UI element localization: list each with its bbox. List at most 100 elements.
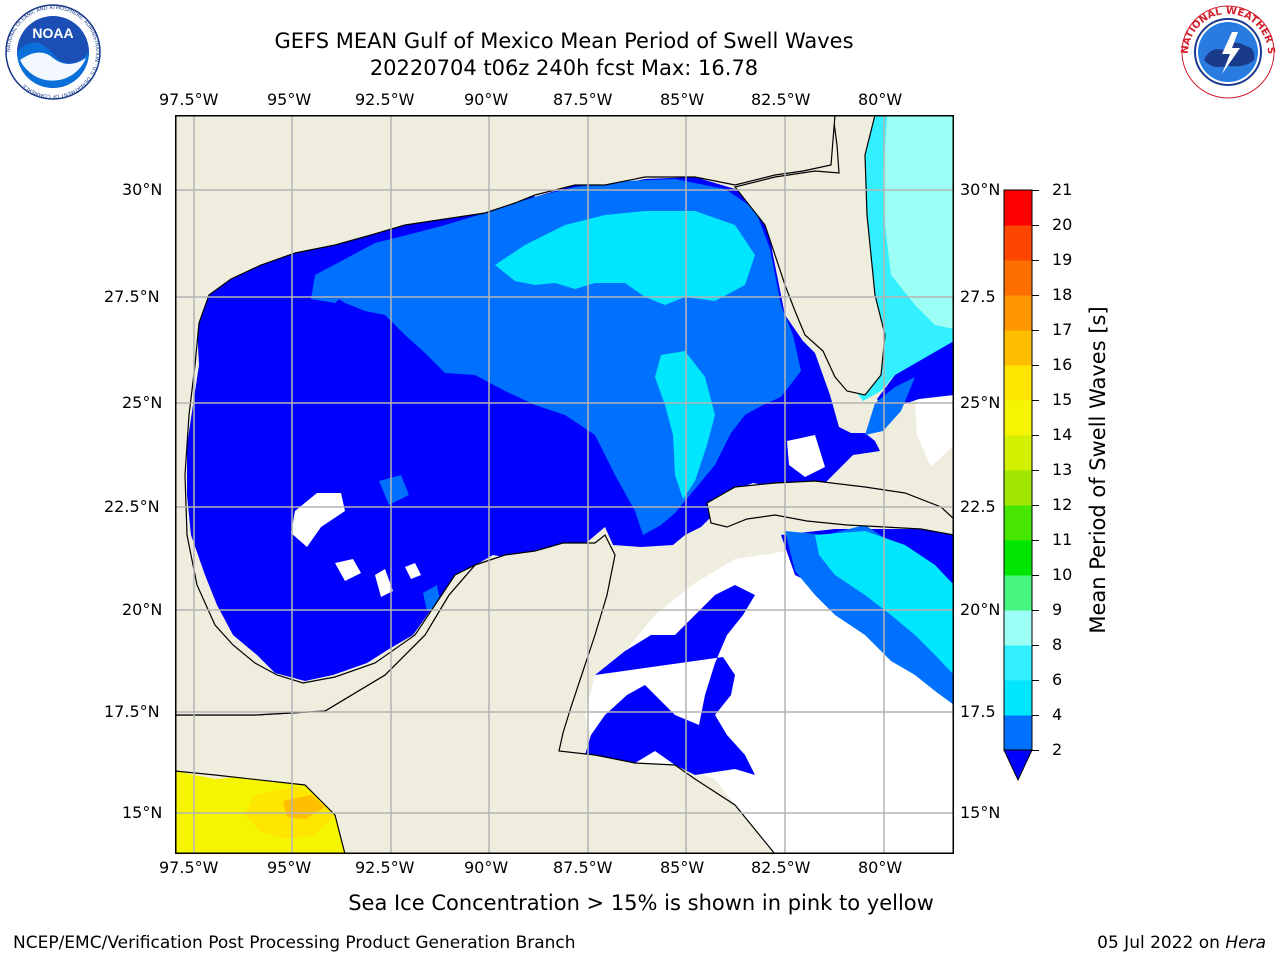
sea-ice-note-text: Sea Ice Concentration > 15% is shown in … — [348, 891, 934, 915]
colorbar-tick-mark — [1032, 189, 1039, 191]
colorbar-tick-label: 19 — [1052, 250, 1073, 269]
colorbar — [1003, 189, 1033, 782]
colorbar-tick-mark — [1032, 644, 1039, 646]
colorbar-tick-label: 13 — [1052, 460, 1073, 479]
lon-tick-bottom: 92.5°W — [355, 858, 415, 877]
lat-tick-left: 25°N — [122, 393, 163, 412]
colorbar-segment — [1004, 260, 1032, 296]
lon-tick-bottom: 97.5°W — [159, 858, 219, 877]
lon-tick-bottom: 82.5°W — [751, 858, 811, 877]
lon-tick-bottom: 90°W — [464, 858, 509, 877]
lat-tick-right: 17.5 — [960, 702, 996, 721]
atlantic-field-4-6s — [865, 377, 915, 435]
colorbar-tick-mark — [1032, 329, 1039, 331]
noaa-logo: NOAA NATIONAL OCEANIC AND ATMOSPHERIC AD… — [5, 4, 101, 100]
colorbar-tick-label: 10 — [1052, 565, 1073, 584]
lat-tick-left: 22.5°N — [104, 497, 160, 516]
colorbar-tick-label: 18 — [1052, 285, 1073, 304]
gulf-field-6-8s — [495, 211, 755, 305]
colorbar-tick-label: 20 — [1052, 215, 1073, 234]
colorbar-tick-mark — [1032, 504, 1039, 506]
colorbar-tick-mark — [1032, 574, 1039, 576]
lon-tick-bottom: 95°W — [267, 858, 312, 877]
gulf-blank-hole — [335, 559, 361, 581]
colorbar-segment — [1004, 575, 1032, 611]
colorbar-tick-label: 17 — [1052, 320, 1073, 339]
colorbar-segment — [1004, 365, 1032, 401]
gulf-blank-hole — [375, 569, 393, 597]
chart-subtitle: 20220704 t06z 240h fcst Max: 16.78 — [369, 56, 759, 80]
colorbar-tick-mark — [1032, 224, 1039, 226]
colorbar-segment — [1004, 190, 1032, 226]
lon-tick-top: 90°W — [464, 90, 509, 109]
credit-text: NCEP/EMC/Verification Post Processing Pr… — [13, 933, 576, 953]
noaa-logo-text: NOAA — [32, 25, 73, 41]
lon-tick-top: 85°W — [660, 90, 705, 109]
colorbar-label: Mean Period of Swell Waves [s] — [1086, 306, 1110, 634]
colorbar-tick-mark — [1032, 434, 1039, 436]
colorbar-tick-mark — [1032, 364, 1039, 366]
lat-tick-left: 20°N — [122, 600, 163, 619]
lat-tick-left: 30°N — [122, 180, 163, 199]
colorbar-segment — [1004, 295, 1032, 331]
lat-tick-left: 17.5°N — [104, 702, 160, 721]
lat-tick-right: 30°N — [960, 180, 1001, 199]
cuba-land — [706, 480, 954, 536]
lat-tick-right: 27.5 — [960, 287, 996, 306]
lon-tick-bottom: 87.5°W — [553, 858, 613, 877]
colorbar-tick-mark — [1032, 294, 1039, 296]
lat-tick-right: 22.5 — [960, 497, 996, 516]
nws-logo: NATIONAL WEATHER SERVICE — [1176, 2, 1276, 99]
lon-tick-top: 95°W — [267, 90, 312, 109]
colorbar-tick-label: 21 — [1052, 180, 1073, 199]
colorbar-tick-mark — [1032, 609, 1039, 611]
sea-ice-note: Sea Ice Concentration > 15% is shown in … — [0, 891, 1280, 915]
colorbar-tick-mark — [1032, 539, 1039, 541]
caribbean-field-2-4s — [585, 585, 755, 775]
lon-tick-top: 80°W — [858, 90, 903, 109]
colorbar-tick-label: 11 — [1052, 530, 1073, 549]
lon-tick-bottom: 85°W — [660, 858, 705, 877]
colorbar-segment — [1004, 470, 1032, 506]
lon-tick-bottom: 80°W — [858, 858, 903, 877]
machine-name: Hera — [1225, 933, 1266, 953]
colorbar-segment — [1004, 610, 1032, 646]
lat-tick-right: 15°N — [960, 803, 1001, 822]
gulf-field-6-8s-tongue — [655, 351, 715, 499]
chart-title: GEFS MEAN Gulf of Mexico Mean Period of … — [274, 29, 854, 53]
lat-tick-right: 25°N — [960, 393, 1001, 412]
colorbar-tick-mark — [1032, 399, 1039, 401]
lat-tick-left: 15°N — [122, 803, 163, 822]
colorbar-tick-mark — [1032, 749, 1039, 751]
colorbar-tick-label: 15 — [1052, 390, 1073, 409]
colorbar-tick-mark — [1032, 469, 1039, 471]
colorbar-tick-label: 14 — [1052, 425, 1073, 444]
florida-land — [733, 115, 886, 396]
lon-tick-top: 92.5°W — [355, 90, 415, 109]
colorbar-segment — [1004, 330, 1032, 366]
colorbar-tick-mark — [1032, 679, 1039, 681]
caribbean-blank-hole — [787, 435, 825, 477]
colorbar-segment — [1004, 435, 1032, 471]
colorbar-segment — [1004, 540, 1032, 576]
gulf-patch-sw — [379, 475, 409, 505]
lat-tick-right: 20°N — [960, 600, 1001, 619]
gulf-blank-hole — [405, 563, 421, 579]
lat-tick-left: 27.5°N — [104, 287, 160, 306]
us-gulf-coast-land — [175, 115, 836, 716]
colorbar-segment — [1004, 400, 1032, 436]
colorbar-tick-label: 4 — [1052, 705, 1063, 724]
colorbar-segment — [1004, 680, 1032, 716]
lon-tick-top: 87.5°W — [553, 90, 613, 109]
map-frame — [175, 115, 954, 854]
run-date: 05 Jul 2022 on Hera — [1097, 933, 1266, 953]
colorbar-tick-label: 16 — [1052, 355, 1073, 374]
colorbar-tick-label: 6 — [1052, 670, 1063, 689]
gulf-patch-west — [311, 261, 355, 303]
map-panel — [175, 115, 954, 854]
colorbar-segment — [1004, 505, 1032, 541]
run-date-prefix: 05 Jul 2022 on — [1097, 933, 1226, 953]
colorbar-tick-mark — [1032, 259, 1039, 261]
colorbar-under-triangle — [1003, 749, 1033, 782]
colorbar-tick-label: 12 — [1052, 495, 1073, 514]
